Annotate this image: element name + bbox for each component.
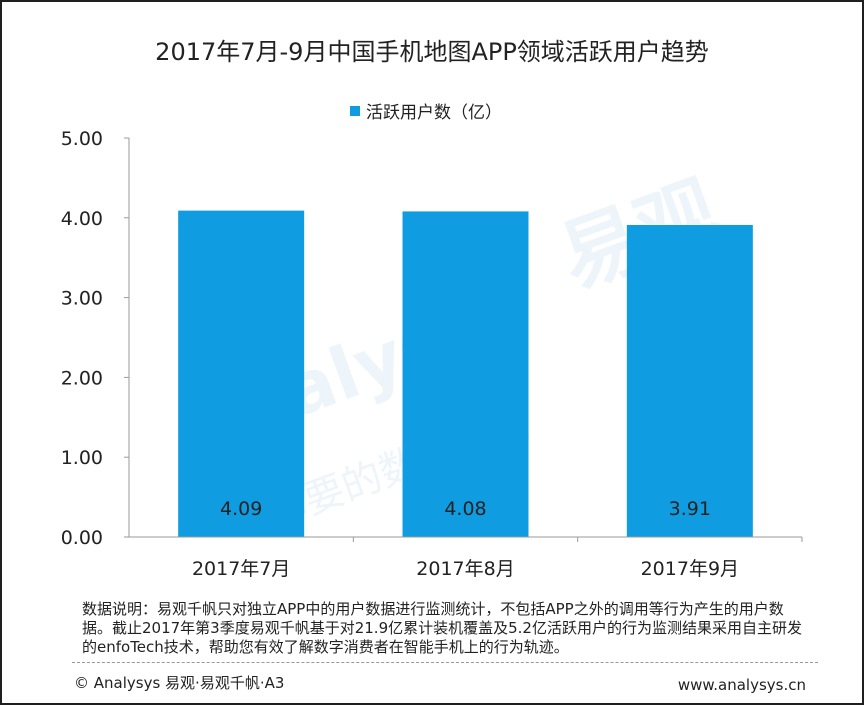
bar-data-label: 4.08 xyxy=(444,498,486,520)
footer-divider xyxy=(72,662,818,663)
bars: 4.09 4.08 3.91 xyxy=(178,210,753,538)
x-tick-label: 2017年9月 xyxy=(641,558,739,580)
x-tick-label: 2017年8月 xyxy=(416,558,514,580)
bar-chart: Analysys 易观 你要的数据分析 0.001.002.003.004.00… xyxy=(61,128,803,580)
x-axis: 2017年7月 2017年8月 2017年9月 xyxy=(129,536,803,580)
y-tick-label: 1.00 xyxy=(61,447,103,469)
y-tick-label: 5.00 xyxy=(61,128,103,150)
x-tick-label: 2017年7月 xyxy=(192,558,290,580)
copyright-text: © Analysys 易观·易观千帆·A3 xyxy=(74,674,285,692)
y-tick-label: 3.00 xyxy=(61,288,103,310)
bar-data-label: 3.91 xyxy=(669,498,711,520)
y-tick-label: 2.00 xyxy=(61,367,103,389)
bar-data-label: 4.09 xyxy=(220,498,262,520)
y-tick-label: 4.00 xyxy=(61,208,103,230)
bar xyxy=(626,224,753,537)
y-axis: 0.00 1.00 2.00 3.00 4.00 5.00 xyxy=(61,128,130,549)
bar xyxy=(178,210,305,538)
legend-swatch xyxy=(350,105,360,116)
website-link[interactable]: www.analysys.cn xyxy=(677,676,806,694)
y-tick-label: 0.00 xyxy=(61,527,103,549)
legend-label: 活跃用户数（亿） xyxy=(366,103,502,123)
data-note: 数据说明：易观千帆只对独立APP中的用户数据进行监测统计，不包括APP之外的调用… xyxy=(82,600,802,656)
bar xyxy=(402,211,529,537)
legend: 活跃用户数（亿） xyxy=(350,98,502,123)
chart-title: 2017年7月-9月中国手机地图APP领域活跃用户趋势 xyxy=(155,38,709,66)
